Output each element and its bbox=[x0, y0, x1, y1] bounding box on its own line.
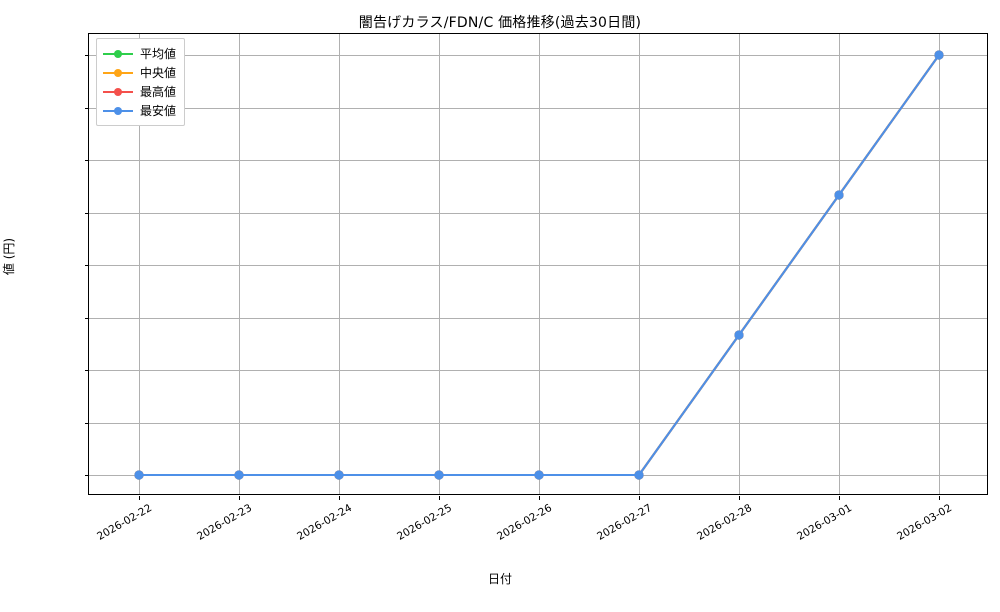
y-tick-mark bbox=[85, 265, 89, 266]
y-tick-mark bbox=[85, 317, 89, 319]
x-tick-label: 2026-03-02 bbox=[895, 502, 954, 543]
y-axis-label: 値 (円) bbox=[2, 237, 17, 276]
x-tick-mark bbox=[839, 496, 840, 500]
gridline-vertical bbox=[839, 34, 840, 494]
legend-item-label: 平均値 bbox=[140, 47, 177, 61]
legend-marker-icon bbox=[103, 86, 133, 98]
gridline-horizontal bbox=[89, 317, 987, 319]
x-tick-mark bbox=[939, 496, 940, 500]
x-tick-label: 2026-02-25 bbox=[395, 502, 454, 543]
data-point-marker bbox=[134, 470, 144, 480]
x-tick-label: 2026-02-23 bbox=[195, 502, 254, 543]
y-tick-mark bbox=[85, 55, 89, 56]
legend-item-label: 最高値 bbox=[140, 85, 177, 99]
legend-item-平均値[interactable]: 平均値 bbox=[103, 44, 176, 63]
gridline-vertical bbox=[439, 34, 440, 494]
data-point-marker bbox=[534, 470, 544, 480]
data-point-marker bbox=[934, 50, 944, 60]
gridline-horizontal bbox=[89, 265, 987, 266]
legend-marker-icon bbox=[103, 48, 133, 60]
legend-item-最安値[interactable]: 最安値 bbox=[103, 101, 176, 120]
y-tick-mark bbox=[85, 422, 89, 424]
series-平均値 bbox=[134, 50, 944, 480]
data-point-marker bbox=[234, 470, 244, 480]
x-axis-label: 日付 bbox=[487, 572, 512, 586]
series-line bbox=[137, 53, 941, 477]
x-tick-mark bbox=[739, 496, 740, 500]
gridline-horizontal bbox=[89, 55, 987, 56]
series-line bbox=[137, 53, 941, 477]
y-tick-mark bbox=[85, 370, 89, 371]
plot-area bbox=[85, 33, 988, 500]
x-tick-mark bbox=[139, 496, 140, 500]
legend-item-中央値[interactable]: 中央値 bbox=[103, 63, 176, 82]
x-tick-mark bbox=[339, 496, 340, 500]
gridline-horizontal bbox=[89, 107, 987, 109]
x-tick-label: 2026-02-24 bbox=[295, 502, 354, 543]
gridline-vertical bbox=[639, 34, 640, 494]
series-line bbox=[137, 53, 941, 477]
data-point-marker bbox=[334, 470, 344, 480]
series-中央値 bbox=[134, 50, 944, 480]
y-tick-mark bbox=[85, 475, 89, 476]
gridline-horizontal bbox=[89, 160, 987, 161]
series-line bbox=[137, 53, 941, 477]
gridline-horizontal bbox=[89, 422, 987, 424]
legend-marker-icon bbox=[103, 105, 133, 117]
x-tick-label: 2026-03-01 bbox=[795, 502, 854, 543]
legend-item-label: 最安値 bbox=[140, 104, 177, 118]
x-tick-mark bbox=[539, 496, 540, 500]
gridline-vertical bbox=[939, 34, 940, 494]
gridline-vertical bbox=[139, 34, 140, 494]
y-tick-mark bbox=[85, 107, 89, 109]
x-tick-mark bbox=[239, 496, 240, 500]
series-最安値 bbox=[134, 50, 944, 480]
legend[interactable]: 平均値中央値最高値最安値 bbox=[96, 38, 186, 126]
x-tick-label: 2026-02-26 bbox=[495, 502, 554, 543]
gridline-vertical bbox=[739, 34, 740, 494]
gridline-horizontal bbox=[89, 212, 987, 214]
chart-title: 闇告げカラス/FDN/C 価格推移(過去30日間) bbox=[358, 15, 642, 31]
data-point-marker bbox=[834, 190, 844, 200]
series-lines bbox=[134, 50, 944, 480]
gridline-vertical bbox=[239, 34, 240, 494]
legend-item-label: 中央値 bbox=[140, 66, 177, 80]
y-tick-mark bbox=[85, 160, 89, 161]
legend-item-最高値[interactable]: 最高値 bbox=[103, 82, 176, 101]
x-tick-mark bbox=[439, 496, 440, 500]
x-tick-label: 2026-02-22 bbox=[95, 502, 154, 543]
gridline-horizontal bbox=[89, 370, 987, 371]
series-最高値 bbox=[134, 50, 944, 480]
data-point-marker bbox=[434, 470, 444, 480]
x-tick-label: 2026-02-28 bbox=[695, 502, 754, 543]
x-tick-label: 2026-02-27 bbox=[595, 502, 654, 543]
x-tick-mark bbox=[639, 496, 640, 500]
legend-marker-icon bbox=[103, 67, 133, 79]
gridline-vertical bbox=[539, 34, 540, 494]
data-point-marker bbox=[734, 330, 744, 340]
y-tick-mark bbox=[85, 212, 89, 214]
gridline-vertical bbox=[339, 34, 340, 494]
data-point-marker bbox=[634, 470, 644, 480]
